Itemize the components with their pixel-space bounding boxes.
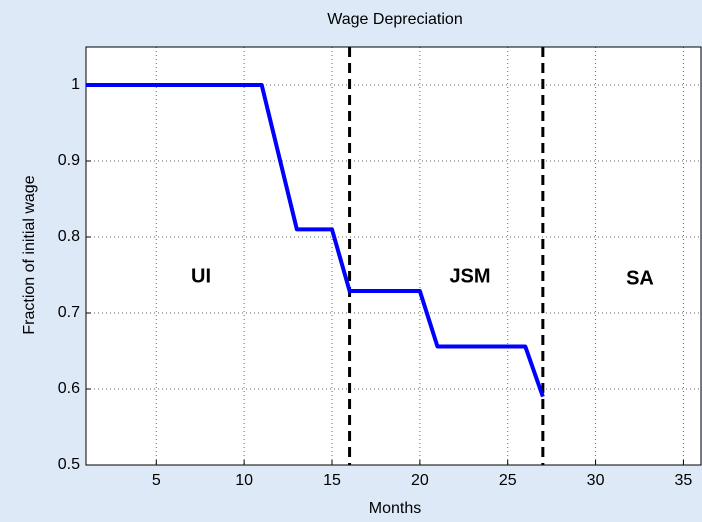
phase-label: SA — [626, 267, 654, 289]
line-series — [86, 83, 545, 398]
y-axis-label: Fraction of initial wage — [21, 175, 38, 334]
y-tick-label: 0.9 — [58, 152, 80, 169]
x-axis-label: Months — [369, 500, 421, 517]
y-tick-label: 1 — [71, 76, 80, 93]
x-tick-label: 15 — [323, 472, 341, 489]
phase-label: JSM — [449, 265, 490, 287]
plot-frame — [85, 46, 702, 466]
x-tick-label: 25 — [499, 472, 517, 489]
y-tick-label: 0.6 — [58, 380, 80, 397]
chart-title: Wage Depreciation — [327, 11, 462, 28]
x-tick-label: 20 — [411, 472, 429, 489]
y-tick-label: 0.8 — [58, 228, 80, 245]
plot-area — [86, 47, 701, 465]
x-tick-label: 5 — [152, 472, 161, 489]
phase-label: UI — [191, 265, 211, 287]
x-tick-label: 30 — [587, 472, 605, 489]
y-tick-label: 0.7 — [58, 304, 80, 321]
y-tick-label: 0.5 — [58, 456, 80, 473]
x-tick-label: 10 — [235, 472, 253, 489]
x-tick-label: 35 — [675, 472, 693, 489]
